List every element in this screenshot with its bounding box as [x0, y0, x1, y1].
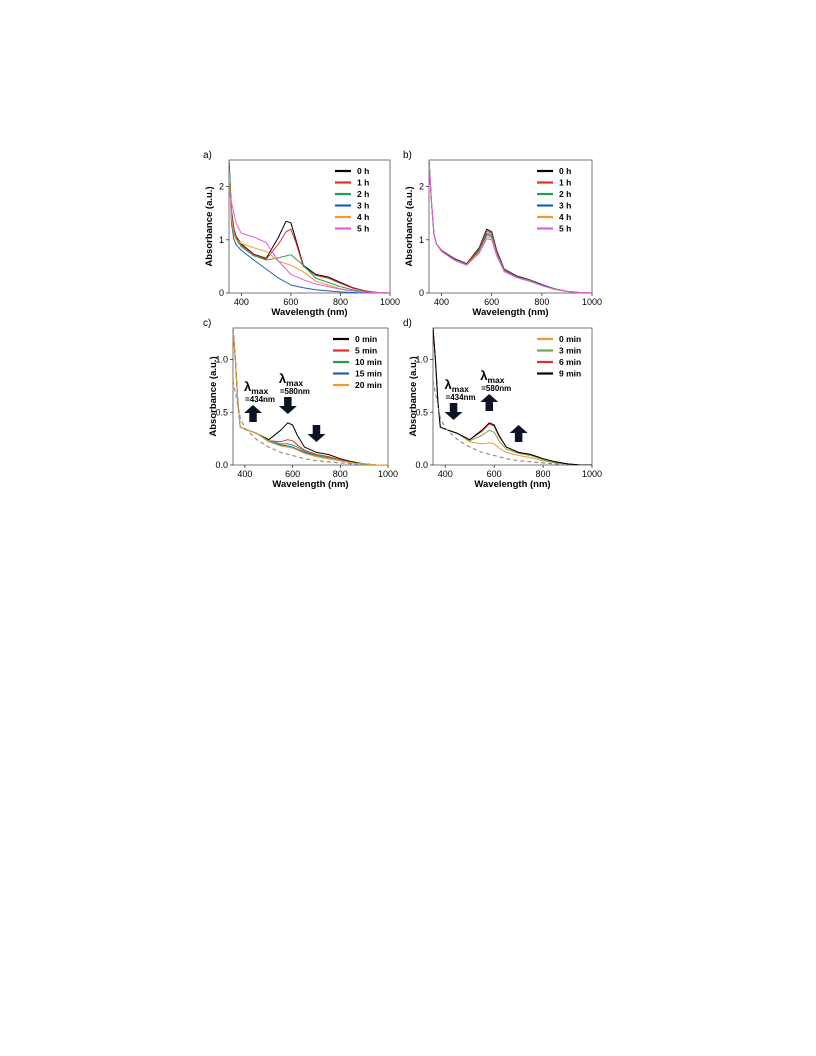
plot-frame	[432, 327, 593, 466]
y-tick-label: 0	[419, 288, 424, 298]
legend-entry: 0 min	[559, 334, 581, 344]
y-axis-label: Absorbance (a.u.)	[208, 356, 219, 436]
lambda-max-label: λmax	[480, 368, 505, 385]
legend-entry: 1 h	[357, 178, 369, 188]
x-axis-label: Wavelength (nm)	[272, 479, 348, 490]
y-tick-label: 1	[219, 235, 224, 245]
x-tick-label: 400	[234, 297, 249, 307]
legend-entry: 9 min	[559, 369, 581, 379]
series-group	[429, 160, 592, 293]
series-line	[433, 328, 592, 465]
arrow-down-icon	[307, 425, 326, 442]
legend-entry: 0 min	[355, 334, 377, 344]
x-tick-label: 600	[484, 297, 499, 307]
y-tick-label: 0.5	[415, 407, 428, 417]
x-tick-label: 800	[333, 297, 348, 307]
legend-entry: 3 h	[559, 201, 571, 211]
panel-c: c) 400 600 800 1000 0.0 0.5 1.0 Wavelength (nm) A…	[203, 318, 398, 490]
series-line	[229, 189, 390, 293]
x-tick-label: 800	[333, 469, 348, 479]
y-tick-label: 1	[419, 235, 424, 245]
arrow-up-icon	[480, 394, 499, 411]
x-tick-label: 800	[534, 297, 549, 307]
legend-entry: 3 h	[357, 201, 369, 211]
panel-a: a) 400 600 800 1000 0 1 2 Wavelength (nm) Absorba…	[203, 150, 400, 318]
lambda-max-value: =434nm	[245, 395, 275, 404]
panel-d: d) 400 600 800 1000 0.0 0.5 1.0 Wavelength (nm) A…	[403, 318, 602, 490]
x-axis-label: Wavelength (nm)	[271, 307, 347, 318]
series-group	[433, 328, 592, 465]
legend-entry: 2 h	[559, 189, 571, 199]
series-line	[229, 165, 390, 293]
y-tick-label: 0.0	[215, 460, 228, 470]
legend-entry: 0 h	[357, 166, 369, 176]
lambda-max-value: =580nm	[280, 387, 310, 396]
series-line	[233, 328, 388, 465]
x-tick-label: 400	[438, 469, 453, 479]
x-tick-label: 400	[434, 297, 449, 307]
baseline-dashed-line	[433, 380, 568, 465]
panel-label: b)	[403, 150, 412, 161]
legend-entry: 15 min	[355, 369, 382, 379]
y-axis-label: Absorbance (a.u.)	[404, 186, 415, 266]
y-tick-label: 2	[219, 182, 224, 192]
legend-entry: 5 h	[357, 224, 369, 234]
arrow-up-icon	[244, 405, 263, 422]
legend-entry: 1 h	[559, 178, 571, 188]
y-tick-label: 0	[219, 288, 224, 298]
legend-entry: 3 min	[559, 346, 581, 356]
plot-frame	[428, 159, 593, 294]
series-line	[229, 160, 390, 293]
plot-frame	[228, 159, 391, 294]
legend-entry: 0 h	[559, 166, 571, 176]
panel-label: a)	[203, 150, 212, 161]
x-tick-label: 400	[237, 469, 252, 479]
x-tick-label: 800	[536, 469, 551, 479]
x-tick-label: 600	[283, 297, 298, 307]
arrow-down-icon	[278, 397, 297, 414]
y-tick-label: 0.0	[415, 460, 428, 470]
legend-entry: 4 h	[559, 212, 571, 222]
series-group	[229, 160, 390, 293]
lambda-max-label: λmax	[445, 377, 470, 394]
x-tick-label: 1000	[378, 469, 398, 479]
legend-entry: 10 min	[355, 357, 382, 367]
series-group	[233, 328, 388, 465]
legend-entry: 5 h	[559, 224, 571, 234]
plot-frame	[232, 327, 389, 466]
legend-entry: 5 min	[355, 346, 377, 356]
y-axis-label: Absorbance (a.u.)	[204, 186, 215, 266]
baseline-dashed-line	[233, 380, 365, 465]
lambda-max-value: =580nm	[481, 384, 511, 393]
x-tick-label: 1000	[582, 469, 602, 479]
y-tick-label: 1.0	[215, 355, 228, 365]
y-tick-label: 2	[419, 182, 424, 192]
series-line	[429, 160, 592, 293]
panel-label: d)	[403, 318, 412, 329]
arrow-up-icon	[509, 425, 528, 442]
y-tick-label: 1.0	[415, 355, 428, 365]
x-tick-label: 1000	[582, 297, 602, 307]
panel-b: b) 400 600 800 1000 0 1 2 Wavelength (nm) Absorba…	[403, 150, 602, 318]
x-tick-label: 1000	[380, 297, 400, 307]
panel-label: c)	[203, 318, 211, 329]
arrow-down-icon	[444, 403, 463, 420]
legend-entry: 6 min	[559, 357, 581, 367]
lambda-max-label: λmax	[279, 371, 304, 388]
legend-entry: 2 h	[357, 189, 369, 199]
legend-entry: 20 min	[355, 380, 382, 390]
lambda-max-label: λmax	[244, 379, 269, 396]
legend-entry: 4 h	[357, 212, 369, 222]
x-axis-label: Wavelength (nm)	[474, 479, 550, 490]
x-tick-label: 600	[285, 469, 300, 479]
lambda-max-value: =434nm	[446, 393, 476, 402]
y-tick-label: 0.5	[215, 407, 228, 417]
x-tick-label: 600	[487, 469, 502, 479]
x-axis-label: Wavelength (nm)	[472, 307, 548, 318]
y-axis-label: Absorbance (a.u.)	[408, 356, 419, 436]
